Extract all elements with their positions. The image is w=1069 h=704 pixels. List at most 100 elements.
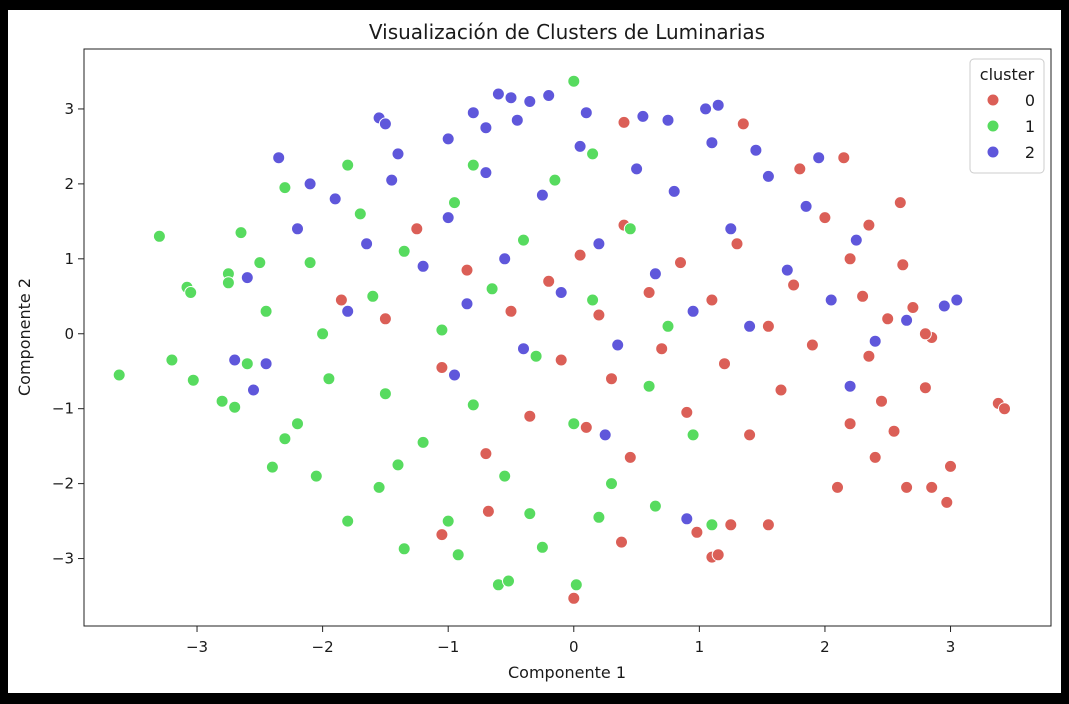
y-tick-label: 1 [64,250,74,268]
scatter-point [535,540,549,554]
legend-label-cluster-0: 0 [1025,91,1035,110]
scatter-point [724,222,738,236]
scatter-point [397,244,411,258]
scatter-point [674,256,687,270]
scatter-point [479,447,493,461]
scatter-point [554,353,568,367]
scatter-point [648,267,662,281]
scatter-point [491,87,505,101]
scatter-point [906,301,920,314]
scatter-point [680,512,694,526]
scatter-point [661,319,675,333]
scatter-point [630,162,644,176]
scatter-point [780,263,794,277]
scatter-point [680,405,694,419]
scatter-point [896,258,910,272]
scatter-point [548,173,562,187]
scatter-point [291,417,304,431]
y-tick-label: 2 [64,175,74,193]
scatter-point [523,507,537,521]
scatter-point [918,327,932,341]
scatter-point [378,387,392,401]
scatter-point [579,420,593,434]
scatter-point [460,263,474,277]
scatter-point [504,91,518,105]
scatter-point [893,196,907,210]
scatter-point [353,207,367,221]
scatter-point [165,353,179,367]
scatter-point [466,158,480,172]
scatter-point [705,518,719,532]
scatter-point [316,327,330,341]
scatter-point [510,113,524,127]
scatter-point [573,139,587,153]
scatter-point [868,450,882,464]
scatter-point [542,89,556,102]
scatter-point [435,361,449,374]
scatter-point [730,237,744,251]
scatter-point [812,151,826,165]
scatter-point [761,169,775,183]
scatter-point [998,402,1011,416]
scatter-point [586,293,600,307]
points-layer [112,74,1011,605]
scatter-point [586,147,600,161]
scatter-point [498,469,512,483]
series-cluster-1 [112,74,719,592]
scatter-point [843,379,857,393]
scatter-point [881,312,895,326]
scatter-point [617,115,631,129]
scatter-point [849,233,863,247]
legend-label-cluster-2: 2 [1025,143,1035,162]
scatter-point [605,477,618,491]
scatter-point [479,121,493,135]
scatter-point [479,166,493,180]
x-tick-label: −1 [437,638,459,656]
scatter-point [724,518,738,532]
scatter-point [448,368,461,382]
scatter-point [334,293,348,307]
scatter-point [655,342,669,356]
scatter-point [648,499,662,513]
scatter-point [240,357,254,371]
figure-canvas: Visualización de Clusters de Luminarias … [8,10,1061,693]
scatter-point [761,518,775,532]
scatter-point [435,323,449,337]
scatter-point [843,417,857,431]
legend-marker-cluster-0 [986,93,1000,107]
scatter-point [554,286,568,299]
scatter-point [228,400,242,414]
scatter-point [623,222,637,236]
scatter-point [743,319,757,333]
y-axis-label: Componente 2 [15,278,34,396]
scatter-point [567,591,581,605]
scatter-point [592,308,606,322]
scatter-point [504,304,518,318]
x-axis: −3 −2 −1 0 1 2 3 [186,626,955,656]
scatter-point [787,278,801,292]
axes-frame [83,48,1052,627]
scatter-point [831,480,844,494]
scatter-point [592,510,606,524]
scatter-point [615,535,628,549]
scatter-point [184,286,198,299]
scatter-point [818,211,832,225]
y-tick-label: 3 [64,100,74,118]
scatter-point [718,357,731,371]
scatter-point [517,342,530,356]
legend-marker-cluster-1 [986,119,1000,133]
chart-title: Visualización de Clusters de Luminarias [369,20,765,44]
scatter-point [466,106,480,120]
scatter-point [253,256,267,270]
y-tick-label: −2 [52,475,74,493]
scatter-point [441,132,455,146]
y-tick-label: −1 [52,400,74,418]
scatter-point [944,459,957,473]
scatter-point [416,435,430,449]
scatter-point [824,293,838,307]
scatter-point [686,304,700,318]
scatter-point [234,226,248,240]
scatter-point [592,237,606,251]
scatter-point [341,158,355,172]
